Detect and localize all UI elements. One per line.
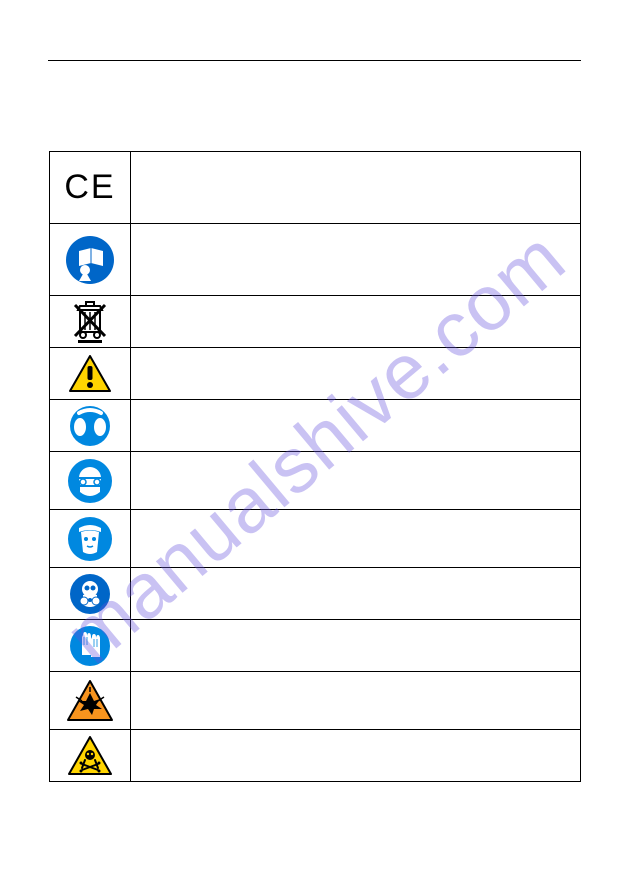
eye-protection-icon bbox=[67, 458, 113, 504]
table-row bbox=[49, 452, 580, 510]
desc-cell bbox=[131, 730, 580, 782]
table-row bbox=[49, 224, 580, 296]
ce-mark-icon: CE bbox=[64, 168, 115, 206]
explosion-icon bbox=[66, 679, 114, 723]
symbol-table-body: CE bbox=[49, 152, 580, 782]
icon-cell-weee bbox=[49, 296, 131, 348]
read-manual-icon bbox=[65, 235, 115, 285]
icon-cell-faceshield bbox=[49, 510, 131, 568]
table-row bbox=[49, 620, 580, 672]
table-row: CE bbox=[49, 152, 580, 224]
icon-cell-ear bbox=[49, 400, 131, 452]
desc-cell bbox=[131, 152, 580, 224]
weee-bin-icon bbox=[70, 300, 110, 344]
desc-cell bbox=[131, 400, 580, 452]
icon-cell-respirator bbox=[49, 568, 131, 620]
gloves-icon bbox=[69, 625, 111, 667]
symbol-table: CE bbox=[49, 151, 581, 782]
icon-cell-ce: CE bbox=[49, 152, 131, 224]
desc-cell bbox=[131, 510, 580, 568]
table-row bbox=[49, 296, 580, 348]
icon-cell-toxic bbox=[49, 730, 131, 782]
desc-cell bbox=[131, 452, 580, 510]
icon-cell-read-manual bbox=[49, 224, 131, 296]
table-row bbox=[49, 400, 580, 452]
header-rule bbox=[48, 60, 581, 61]
table-row bbox=[49, 510, 580, 568]
icon-cell-explosion bbox=[49, 672, 131, 730]
desc-cell bbox=[131, 568, 580, 620]
toxic-icon bbox=[67, 735, 113, 777]
desc-cell bbox=[131, 224, 580, 296]
face-shield-icon bbox=[67, 516, 113, 562]
table-row bbox=[49, 568, 580, 620]
manual-page: manualshive.com CE bbox=[0, 0, 629, 893]
respirator-icon bbox=[69, 573, 111, 615]
ear-protection-icon bbox=[69, 405, 111, 447]
icon-cell-eye bbox=[49, 452, 131, 510]
table-row bbox=[49, 672, 580, 730]
desc-cell bbox=[131, 620, 580, 672]
warning-icon bbox=[68, 354, 112, 394]
table-row bbox=[49, 730, 580, 782]
icon-cell-warning bbox=[49, 348, 131, 400]
desc-cell bbox=[131, 348, 580, 400]
desc-cell bbox=[131, 672, 580, 730]
desc-cell bbox=[131, 296, 580, 348]
icon-cell-gloves bbox=[49, 620, 131, 672]
table-row bbox=[49, 348, 580, 400]
